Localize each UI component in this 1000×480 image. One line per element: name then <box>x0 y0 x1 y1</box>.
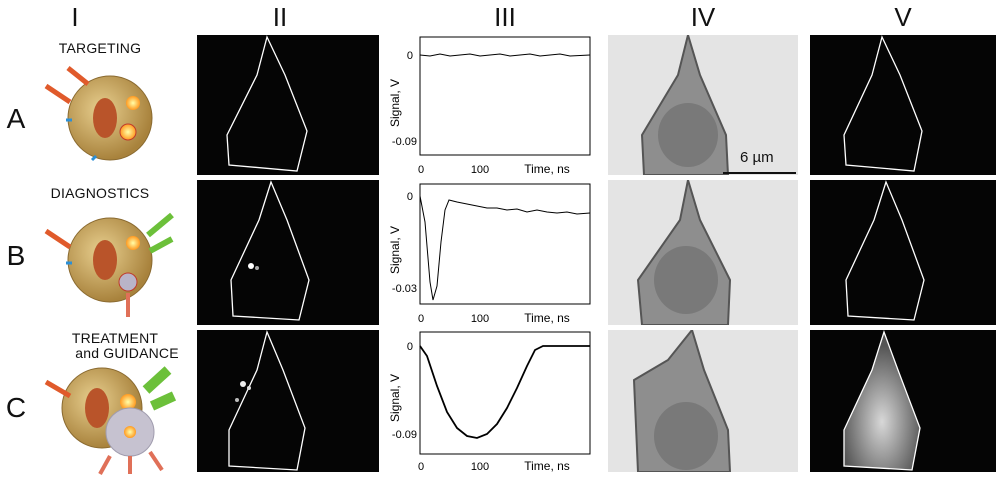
row-label-a: A <box>6 103 26 134</box>
xlabel: Time, ns <box>524 459 570 473</box>
stage-label-treatment: TREATMENT <box>71 330 159 346</box>
fluorescence-panel-v-c <box>810 330 996 472</box>
xtick-0: 0 <box>418 461 424 473</box>
xtick-100: 100 <box>471 164 489 176</box>
column-header-4: IV <box>690 2 716 32</box>
treatment-illustration <box>44 366 177 475</box>
stage-label-targeting: TARGETING <box>58 40 142 56</box>
xtick-100: 100 <box>471 461 489 473</box>
row-label-b: B <box>6 240 26 271</box>
fluorescence-panel-v-b <box>810 180 996 325</box>
column-header-5: V <box>894 2 912 32</box>
ytick-top: 0 <box>407 50 413 62</box>
brightfield-panel-a: 6 µm <box>608 35 798 175</box>
column-header-2: II <box>272 2 288 32</box>
brightfield-panel-b <box>608 180 798 325</box>
cell-outline <box>843 35 923 172</box>
fluorescence-panel-c <box>197 330 379 472</box>
row-label-c: C <box>5 392 27 423</box>
ytick-bottom: -0.03 <box>392 283 417 295</box>
column-header-3: III <box>494 2 516 32</box>
targeting-illustration <box>44 66 153 162</box>
xtick-0: 0 <box>418 313 424 325</box>
cell-outline <box>226 35 308 172</box>
brightfield-panel-c <box>608 330 798 472</box>
stage-label-diagnostics: DIAGNOSTICS <box>50 185 150 201</box>
xlabel: Time, ns <box>524 162 570 176</box>
fluorescence-panel-b <box>197 180 379 325</box>
column-header-1: I <box>71 2 79 32</box>
signal-plot-b: 0 -0.03 Signal, V 0 100 Time, ns <box>388 183 591 325</box>
fluorescence-panel-v-a <box>810 35 996 175</box>
cell-outline <box>230 180 310 321</box>
ylabel: Signal, V <box>388 79 402 127</box>
stage-label-guidance: and GUIDANCE <box>75 345 179 361</box>
ytick-bottom: -0.09 <box>392 136 417 148</box>
cell-outline <box>845 180 925 321</box>
ylabel: Signal, V <box>388 374 402 422</box>
fluorescence-panel-a <box>197 35 379 175</box>
cell-outline <box>228 330 306 471</box>
ylabel: Signal, V <box>388 226 402 274</box>
glowing-cell <box>843 330 921 471</box>
xtick-100: 100 <box>471 313 489 325</box>
signal-plot-a: 0 -0.09 Signal, V 0 100 Time, ns <box>388 36 591 176</box>
ytick-bottom: -0.09 <box>392 429 417 441</box>
xtick-0: 0 <box>418 164 424 176</box>
xlabel: Time, ns <box>524 311 570 325</box>
scale-bar-label: 6 µm <box>740 149 774 166</box>
ytick-top: 0 <box>407 191 413 203</box>
signal-plot-c: 0 -0.09 Signal, V 0 100 Time, ns <box>388 331 591 473</box>
ytick-top: 0 <box>407 341 413 353</box>
diagnostics-illustration <box>44 212 174 317</box>
